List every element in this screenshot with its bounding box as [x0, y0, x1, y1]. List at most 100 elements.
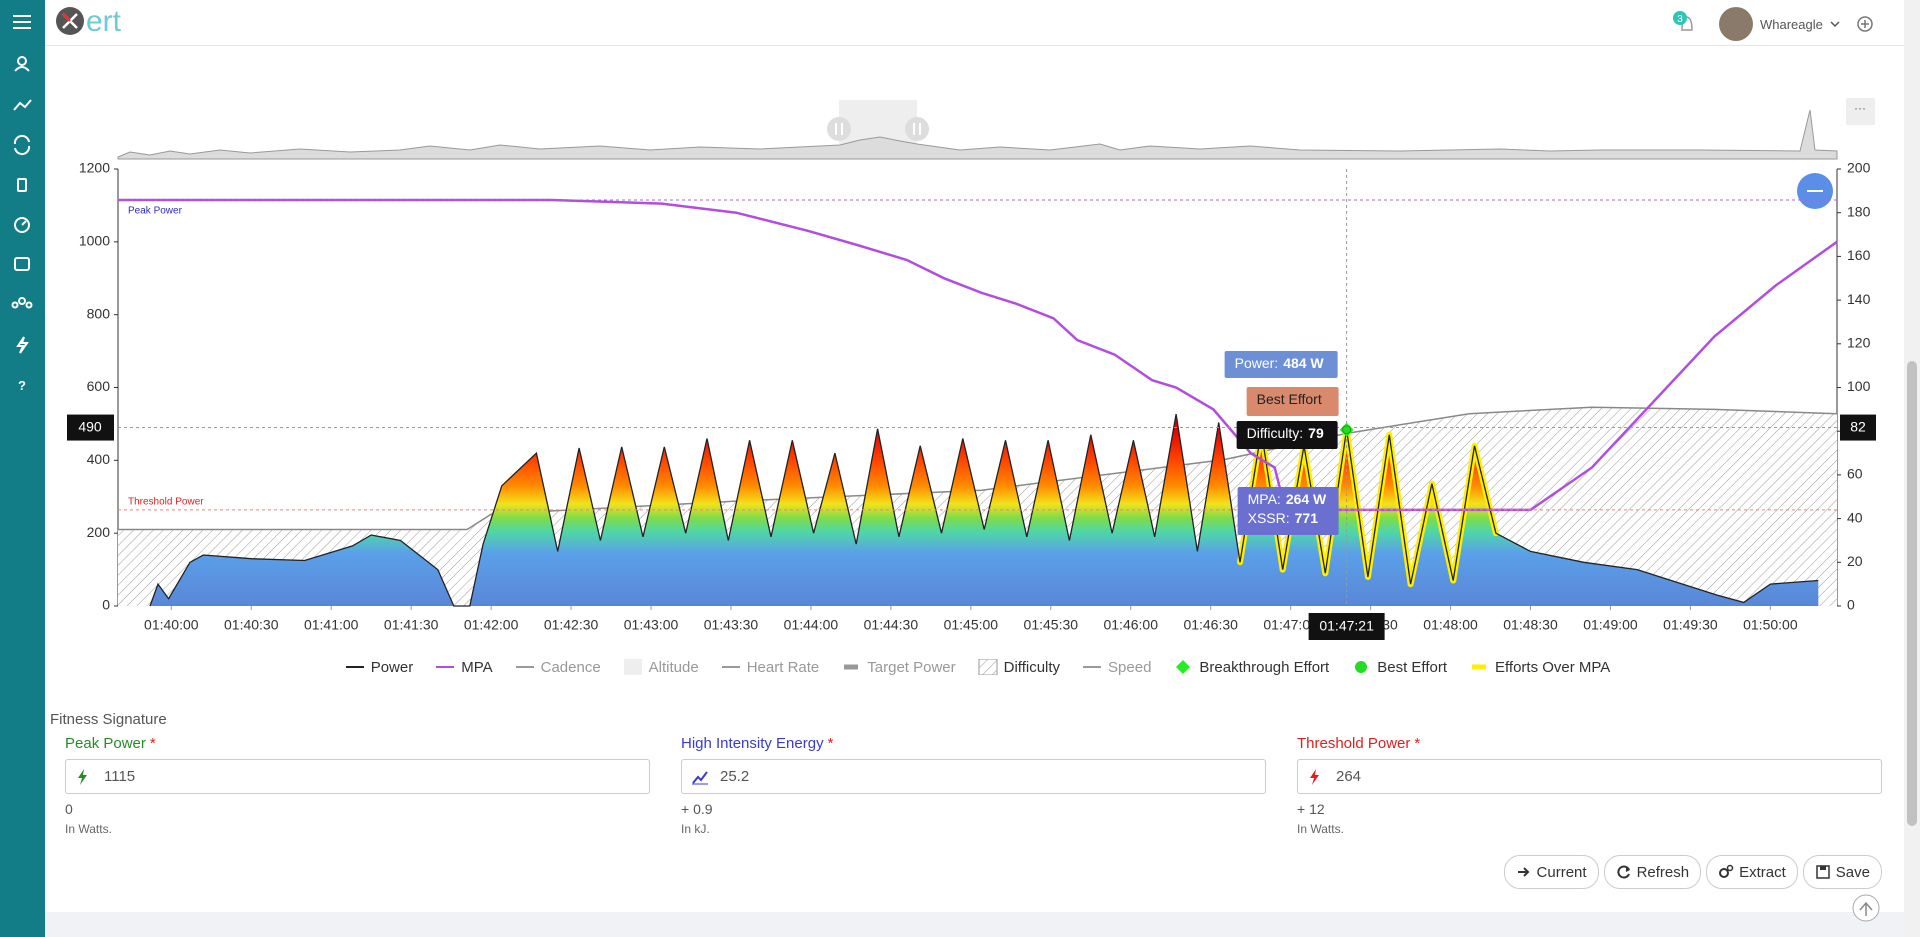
button[interactable]: Extract [1706, 855, 1798, 889]
button-icon [1719, 864, 1734, 878]
field-label: Peak Power * [65, 735, 650, 752]
x-tick-label: 01:50:00 [1743, 617, 1798, 633]
user-name[interactable]: Whareagle [1760, 17, 1823, 32]
mpa-tooltip-part: 771 [1295, 510, 1319, 526]
mpa-tooltip-box [1237, 487, 1339, 535]
logo[interactable]: ert [86, 5, 122, 38]
required-mark: * [827, 735, 834, 752]
button-icon [1517, 867, 1529, 877]
legend-symbol [844, 664, 859, 670]
legend-label: Speed [1108, 658, 1152, 676]
crosshair-y-badge [67, 414, 114, 441]
legend-item[interactable]: Heart Rate [721, 659, 819, 676]
legend-symbol [436, 666, 455, 668]
legend-item[interactable]: Altitude [623, 659, 699, 676]
field-change: + 0.9 [681, 801, 713, 817]
x-tick-label: 01:42:30 [544, 617, 599, 633]
mpa-tooltip-text: XSSR: 771 [1248, 510, 1319, 526]
button-icon [1816, 865, 1830, 879]
y2-tick-label: 180 [1847, 203, 1871, 219]
legend-label: MPA [461, 658, 493, 676]
legend-symbol [1083, 666, 1102, 668]
field-input[interactable]: 25.2 [681, 759, 1266, 794]
notification-count: 3 [1677, 14, 1683, 25]
field-input[interactable]: 1115 [65, 759, 650, 794]
legend-symbol [345, 666, 364, 668]
x-tick-label: 01:49:30 [1663, 617, 1718, 633]
field-label: Threshold Power * [1297, 735, 1882, 752]
scroll-top-button[interactable] [45, 887, 1904, 922]
best-effort-tooltip-text: Best Effort [1257, 391, 1322, 407]
x-tick-label: 01:40:00 [144, 617, 199, 633]
avatar[interactable] [1719, 7, 1753, 41]
fitness-signature: Fitness Signature Current Refresh Extract S… [45, 705, 1904, 912]
button[interactable]: Save [1802, 855, 1882, 889]
footer-strip [45, 894, 1904, 937]
legend-item[interactable]: Cadence [515, 659, 601, 676]
crosshair-y2-label: 82 [1850, 418, 1866, 434]
field-unit: In kJ. [681, 822, 710, 836]
crosshair-y-label: 490 [78, 418, 102, 434]
y-tick-label: 1200 [79, 160, 110, 176]
field: Peak Power * 1115 0 In Watts. [65, 735, 650, 836]
legend-item[interactable]: Best Effort [1351, 659, 1447, 676]
legend-item[interactable]: Target Power [841, 658, 956, 676]
reference-label: Threshold Power [128, 497, 204, 508]
field-label-text: Peak Power [65, 735, 146, 752]
legend-label: Target Power [867, 658, 956, 676]
field-unit: In Watts. [1297, 822, 1344, 836]
field-value: 1115 [104, 768, 136, 785]
legend-item[interactable]: Breakthrough Effort [1173, 659, 1329, 676]
legend-label: Best Effort [1377, 658, 1447, 676]
y-tick-label: 400 [87, 451, 111, 467]
required-mark: * [1414, 735, 1421, 752]
best-effort-marker [1342, 425, 1352, 435]
x-tick-label: 01:43:00 [624, 617, 679, 633]
field-unit: In Watts. [65, 822, 112, 836]
legend-item[interactable]: Power [345, 658, 414, 676]
sidebar-icons[interactable]: ? [0, 0, 45, 420]
legend-label: Efforts Over MPA [1495, 658, 1611, 676]
field-icon [692, 770, 708, 784]
x-tick-label: 01:42:00 [464, 617, 519, 633]
field-label-text: High Intensity Energy [681, 735, 824, 752]
field-value: 264 [1336, 768, 1362, 785]
navigator[interactable] [117, 100, 1838, 160]
x-tick-label: 01:48:30 [1503, 617, 1558, 633]
difficulty-tooltip-text: Difficulty: 79 [1247, 425, 1324, 441]
button-label: Save [1835, 863, 1870, 881]
button[interactable]: Current [1503, 855, 1599, 889]
x-tick-label: 01:41:30 [384, 617, 439, 633]
x-tick-label: 01:44:00 [784, 617, 839, 633]
svg-text:?: ? [18, 378, 26, 393]
field-icon [1310, 768, 1319, 785]
field-change: + 12 [1297, 801, 1325, 817]
legend-symbol [978, 659, 998, 675]
mpa-line [118, 198, 1838, 512]
scrollbar[interactable] [1904, 0, 1920, 937]
legend-item[interactable]: Difficulty [978, 659, 1060, 676]
zoom-out-button[interactable] [1797, 173, 1833, 209]
scroll-thumb[interactable] [1907, 361, 1917, 826]
best-effort-tooltip-part: Best Effort [1257, 391, 1322, 407]
legend-item[interactable]: Speed [1082, 659, 1151, 676]
legend-symbol [623, 659, 642, 675]
legend-item[interactable]: Efforts Over MPA [1469, 659, 1610, 676]
field-label-text: Threshold Power [1297, 735, 1411, 752]
legend-label: Power [370, 658, 414, 676]
x-tick-label: 01:46:30 [1183, 617, 1238, 633]
legend-label: Cadence [540, 658, 601, 676]
legend-item[interactable]: MPA [435, 658, 493, 676]
menu-button[interactable]: ··· [1846, 98, 1875, 125]
power-line [149, 413, 1819, 607]
field-input[interactable]: 264 [1297, 759, 1882, 794]
y2-tick-label: 140 [1847, 291, 1871, 307]
chart: ··· 020040060080010001200020406080100120… [67, 98, 1876, 640]
svg-text:···: ··· [1854, 101, 1866, 115]
y-tick-label: 200 [87, 524, 111, 540]
mpa-tooltip-part: 264 W [1286, 491, 1327, 507]
required-mark: * [149, 735, 156, 752]
button[interactable]: Refresh [1603, 855, 1702, 889]
y-tick-label: 800 [87, 305, 111, 321]
